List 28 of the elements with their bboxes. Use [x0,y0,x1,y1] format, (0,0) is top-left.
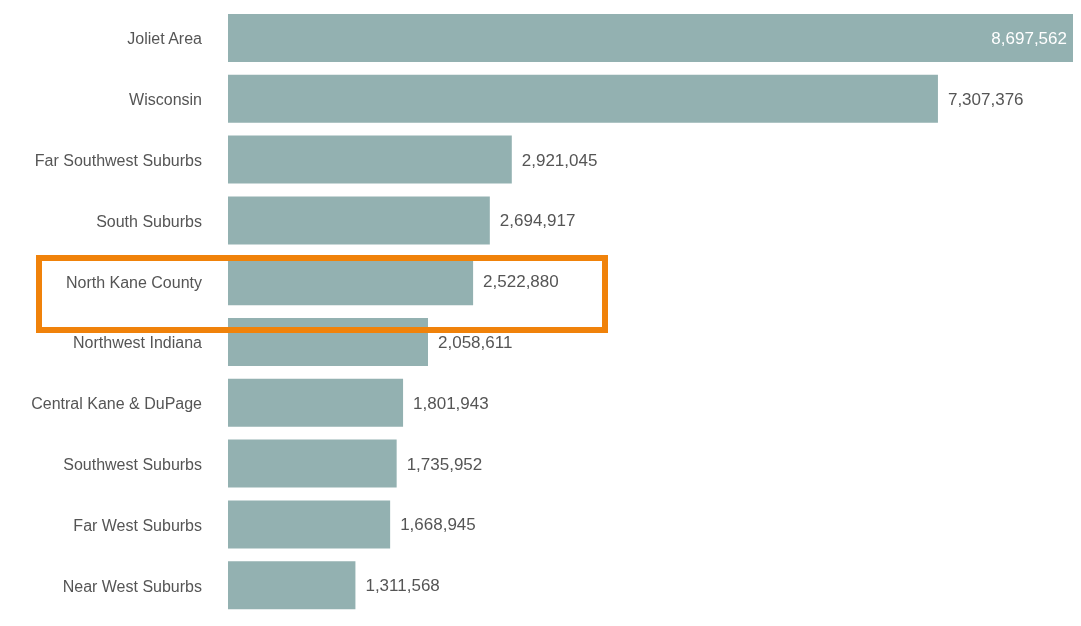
y-tick-label: Far West Suburbs [73,516,202,534]
data-label: 8,697,562 [991,29,1067,48]
bar [228,135,512,184]
data-label: 1,801,943 [413,393,489,413]
data-label: 1,668,945 [400,515,476,535]
data-label: 2,694,917 [499,211,576,231]
y-tick-label: Wisconsin [129,91,202,109]
y-tick-label: Central Kane & DuPage [31,395,203,413]
bar [228,439,397,488]
y-tick-label: Northwest Indiana [73,334,203,352]
bar [228,74,938,123]
y-tick-label: North Kane County [65,273,202,291]
data-label: 2,921,045 [521,150,598,170]
data-label: 2,058,611 [438,333,513,352]
y-tick-label: Southwest Suburbs [63,456,202,473]
bar [228,196,490,245]
bar [228,14,1073,62]
y-tick-label: Far Southwest Suburbs [34,152,202,169]
y-tick-label: South Suburbs [96,212,202,230]
data-label: 7,307,376 [947,89,1024,109]
y-tick-label: Joliet Area [127,30,203,48]
data-label: 2,522,880 [483,272,559,292]
bar [228,500,391,549]
y-tick-label: Near West Suburbs [62,577,202,595]
data-label: 1,735,952 [406,454,483,474]
bar [228,378,404,427]
bar [228,561,356,610]
data-label: 1,311,568 [365,576,440,596]
